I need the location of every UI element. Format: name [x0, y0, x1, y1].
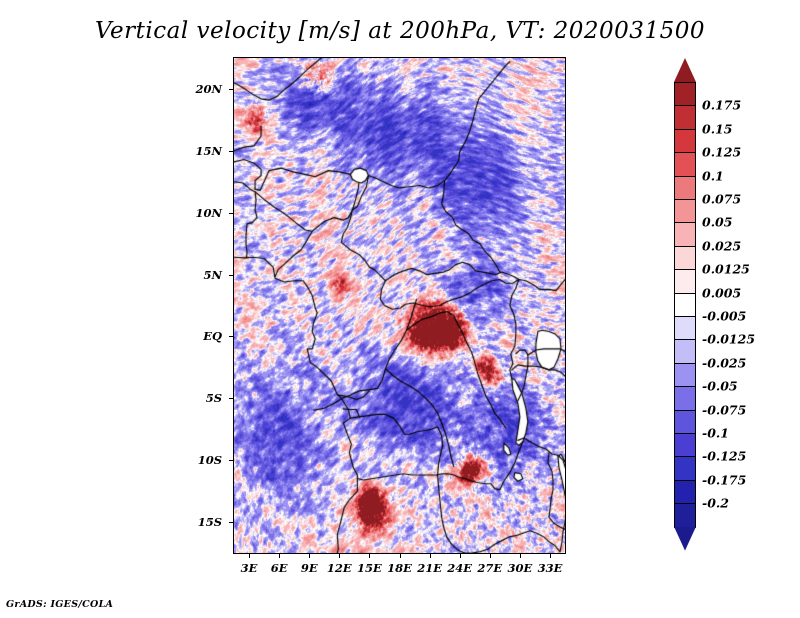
- x-axis-tick: [369, 553, 370, 558]
- y-axis-label: 20N: [195, 81, 222, 96]
- x-axis-tick: [400, 553, 401, 558]
- x-axis-label: 24E: [447, 561, 473, 575]
- page-title: Vertical velocity [m/s] at 200hPa, VT: 2…: [95, 18, 705, 44]
- y-axis-tick: [229, 522, 234, 523]
- x-axis-tick: [550, 553, 551, 558]
- y-axis-tick: [229, 460, 234, 461]
- colorbar-swatch: [674, 386, 696, 411]
- x-axis-label: 33E: [537, 561, 563, 575]
- x-axis-label: 30E: [507, 561, 533, 575]
- x-axis-label: 18E: [387, 561, 412, 575]
- colorbar-swatch: [674, 82, 696, 107]
- y-axis-tick: [229, 213, 234, 214]
- colorbar-swatch: [674, 503, 696, 528]
- x-axis-tick: [249, 553, 250, 558]
- x-axis-label: 9E: [300, 561, 318, 575]
- colorbar-swatch: [674, 433, 696, 458]
- x-axis-label: 6E: [270, 561, 288, 575]
- x-axis-tick: [520, 553, 521, 558]
- colorbar-swatch: [674, 292, 696, 317]
- y-axis-tick: [229, 275, 234, 276]
- colorbar-swatch: [674, 128, 696, 154]
- footer-credit: GrADS: IGES/COLA: [6, 599, 114, 610]
- colorbar-swatch: [674, 222, 696, 247]
- colorbar-tick-label: 0.075: [702, 191, 742, 207]
- colorbar-tick-label: 0.15: [702, 121, 733, 137]
- colorbar-tick-label: -0.075: [702, 402, 747, 418]
- x-axis-label: 21E: [417, 561, 442, 575]
- colorbar-tick-label: -0.1: [702, 425, 729, 441]
- x-axis-tick: [460, 553, 461, 558]
- colorbar-swatch: [674, 339, 696, 364]
- colorbar-tick-label: 0.125: [702, 144, 742, 160]
- colorbar-tick-label: 0.005: [702, 285, 742, 301]
- y-axis-label: 5N: [203, 267, 222, 282]
- y-axis-tick: [229, 151, 234, 152]
- y-axis-label: 15N: [195, 143, 222, 158]
- colorbar-tick-label: -0.125: [702, 448, 747, 464]
- colorbar-swatch: [674, 479, 696, 505]
- colorbar-tick-label: 0.0125: [702, 261, 750, 277]
- vertical-velocity-heatmap: [234, 58, 565, 553]
- colorbar-tick-label: -0.0125: [702, 331, 756, 347]
- colorbar-swatch: [674, 199, 696, 224]
- colorbar-swatch: [674, 175, 696, 200]
- colorbar-swatch: [674, 316, 696, 341]
- colorbar-swatch: [674, 362, 696, 388]
- x-axis-tick: [279, 553, 280, 558]
- y-axis-tick: [229, 398, 234, 399]
- colorbar-tick-label: -0.175: [702, 472, 747, 488]
- x-axis-label: 12E: [326, 561, 352, 575]
- x-axis-label: 15E: [357, 561, 382, 575]
- y-axis-tick: [229, 336, 234, 337]
- x-axis-tick: [339, 553, 340, 558]
- colorbar-tick-label: -0.2: [702, 495, 729, 511]
- x-axis-tick: [490, 553, 491, 558]
- colorbar-swatch: [674, 269, 696, 294]
- colorbar: 0.175 0.15 0.125 0.1 0.075 0.05 0.025 0.0125 0.0…: [660, 58, 800, 558]
- colorbar-tick-label: 0.025: [702, 238, 742, 254]
- colorbar-tick-label: -0.05: [702, 378, 738, 394]
- x-axis-label: 3E: [240, 561, 258, 575]
- colorbar-tick-label: 0.175: [702, 97, 742, 113]
- colorbar-tick-label: -0.005: [702, 308, 747, 324]
- colorbar-swatch: [674, 152, 696, 177]
- y-axis-label: 5S: [205, 391, 222, 406]
- x-axis-tick: [430, 553, 431, 558]
- y-axis-label: 10N: [195, 205, 222, 220]
- x-axis-label: 27E: [477, 561, 503, 575]
- colorbar-tick-label: 0.1: [702, 168, 724, 184]
- colorbar-swatch: [674, 409, 696, 434]
- y-axis-label: 10S: [197, 453, 222, 468]
- colorbar-swatch: [674, 105, 696, 130]
- colorbar-tick-label: -0.025: [702, 355, 747, 371]
- x-axis-tick: [309, 553, 310, 558]
- colorbar-tick-label: 0.05: [702, 214, 733, 230]
- colorbar-bottom-arrow: [674, 526, 696, 551]
- colorbar-swatch: [674, 245, 696, 271]
- y-axis-tick: [229, 89, 234, 90]
- colorbar-top-arrow: [674, 58, 696, 82]
- colorbar-swatch: [674, 456, 696, 481]
- y-axis-label: 15S: [197, 515, 222, 530]
- map-plot-area: [233, 57, 566, 554]
- y-axis-label: EQ: [203, 329, 222, 344]
